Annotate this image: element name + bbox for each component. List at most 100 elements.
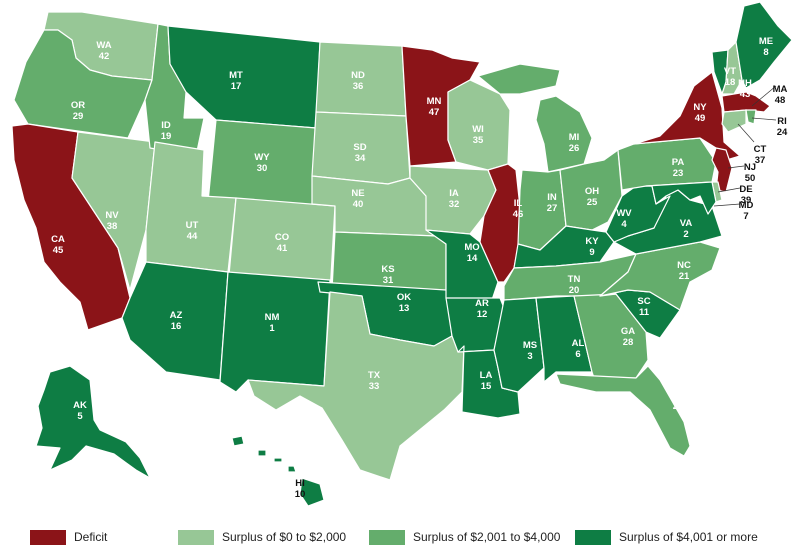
state-rank-de: 39: [741, 195, 752, 206]
state-label-ri: RI 24: [777, 116, 788, 138]
state-label-id: ID 19: [161, 120, 172, 142]
state-me: [735, 1, 793, 89]
state-abbr-nv: NV: [105, 210, 119, 221]
legend-label-surplus-low: Surplus of $0 to $2,000: [222, 530, 347, 544]
state-abbr-vt: VT: [724, 66, 736, 77]
state-rank-fl: 22: [673, 401, 684, 412]
state-nc: [599, 241, 721, 311]
state-abbr-mo: MO: [464, 242, 479, 253]
state-rank-wi: 35: [473, 135, 484, 146]
state-label-sc: SC 11: [637, 296, 650, 318]
state-abbr-ct: CT: [754, 144, 767, 155]
state-label-ar: AR 12: [475, 298, 489, 320]
state-abbr-ri: RI: [777, 116, 787, 127]
state-label-ma: MA 48: [773, 84, 788, 106]
state-abbr-mt: MT: [229, 70, 243, 81]
state-label-nc: NC 21: [677, 260, 691, 282]
state-abbr-ny: NY: [693, 102, 707, 113]
legend-item-deficit: Deficit: [30, 524, 107, 550]
state-rank-ok: 13: [399, 303, 410, 314]
state-rank-ar: 12: [477, 309, 488, 320]
state-rank-tx: 33: [369, 381, 380, 392]
state-abbr-nh: NH: [738, 78, 752, 89]
state-rank-nd: 36: [353, 81, 364, 92]
state-rank-wy: 30: [257, 163, 268, 174]
state-label-ga: GA 28: [621, 326, 635, 348]
state-abbr-mn: MN: [427, 96, 442, 107]
state-rank-ne: 40: [353, 199, 364, 210]
leader-line: [713, 203, 741, 207]
state-abbr-ar: AR: [475, 298, 489, 309]
state-rank-ak: 5: [77, 411, 83, 422]
state-label-va: VA 2: [680, 218, 693, 240]
state-rank-ma: 48: [775, 95, 786, 106]
state-abbr-al: AL: [572, 338, 585, 349]
legend-item-surplus-low: Surplus of $0 to $2,000: [178, 524, 346, 550]
state-abbr-or: OR: [71, 100, 85, 111]
state-abbr-ga: GA: [621, 326, 635, 337]
state-rank-ky: 9: [589, 247, 594, 258]
leader-line: [751, 85, 777, 107]
state-rank-nh: 43: [740, 89, 751, 100]
state-rank-mi: 26: [569, 143, 580, 154]
state-mo: [425, 229, 499, 301]
state-rank-wv: 4: [621, 219, 627, 230]
state-label-ct: CT 37: [754, 144, 767, 166]
state-label-mi: MI 26: [569, 132, 580, 154]
state-label-or: OR 29: [71, 100, 85, 122]
state-rank-id: 19: [161, 131, 172, 142]
legend-swatch-surplus-low: [178, 529, 214, 545]
state-rank-ct: 37: [755, 155, 766, 166]
state-abbr-sd: SD: [353, 142, 366, 153]
state-abbr-ky: KY: [585, 236, 599, 247]
state-label-md: MD 7: [739, 200, 754, 222]
state-rank-pa: 23: [673, 168, 684, 179]
state-label-mn: MN 47: [427, 96, 442, 118]
state-label-nh: NH 43: [738, 78, 752, 100]
state-rank-az: 16: [171, 321, 182, 332]
state-rank-la: 15: [481, 381, 492, 392]
state-label-la: LA 15: [480, 370, 493, 392]
legend-swatch-surplus-mid: [369, 529, 405, 545]
state-label-in: IN 27: [547, 192, 558, 214]
state-label-ky: KY 9: [585, 236, 599, 258]
state-abbr-mi: MI: [569, 132, 580, 143]
state-rank-or: 29: [73, 111, 84, 122]
state-abbr-oh: OH: [585, 186, 599, 197]
state-ak: [35, 365, 151, 479]
state-label-al: AL 6: [572, 338, 585, 360]
state-label-ia: IA 32: [449, 188, 460, 210]
state-ri: [745, 109, 757, 125]
state-label-nm: NM 1: [265, 312, 280, 334]
state-label-pa: PA 23: [672, 157, 685, 179]
state-abbr-ma: MA: [773, 84, 788, 95]
state-abbr-nj: NJ: [744, 162, 756, 173]
state-label-nd: ND 36: [351, 70, 365, 92]
state-abbr-wy: WY: [254, 152, 270, 163]
state-rank-nv: 38: [107, 221, 118, 232]
legend-label-surplus-mid: Surplus of $2,001 to $4,000: [413, 530, 561, 544]
state-label-wa: WA 42: [96, 40, 111, 62]
legend-label-deficit: Deficit: [74, 530, 108, 544]
state-label-ak: AK 5: [73, 400, 87, 422]
state-abbr-ms: MS: [523, 340, 537, 351]
legend-swatch-deficit: [30, 529, 66, 545]
state-rank-in: 27: [547, 203, 558, 214]
state-rank-me: 8: [763, 47, 768, 58]
state-rank-ga: 28: [623, 337, 634, 348]
legend: Deficit Surplus of $0 to $2,000 Surplus …: [0, 524, 800, 550]
state-label-oh: OH 25: [585, 186, 599, 208]
state-label-ca: CA 45: [51, 234, 65, 256]
state-abbr-nd: ND: [351, 70, 365, 81]
state-rank-al: 6: [575, 349, 580, 360]
state-label-mt: MT 17: [229, 70, 243, 92]
state-abbr-tx: TX: [368, 370, 381, 381]
state-label-vt: VT 18: [724, 66, 736, 88]
state-rank-oh: 25: [587, 197, 598, 208]
state-label-sd: SD 34: [353, 142, 366, 164]
state-label-hi: HI 10: [295, 478, 306, 500]
state-label-az: AZ 16: [170, 310, 183, 332]
state-rank-nj: 50: [745, 173, 756, 184]
state-label-ok: OK 13: [397, 292, 411, 314]
state-abbr-il: IL: [514, 198, 523, 209]
